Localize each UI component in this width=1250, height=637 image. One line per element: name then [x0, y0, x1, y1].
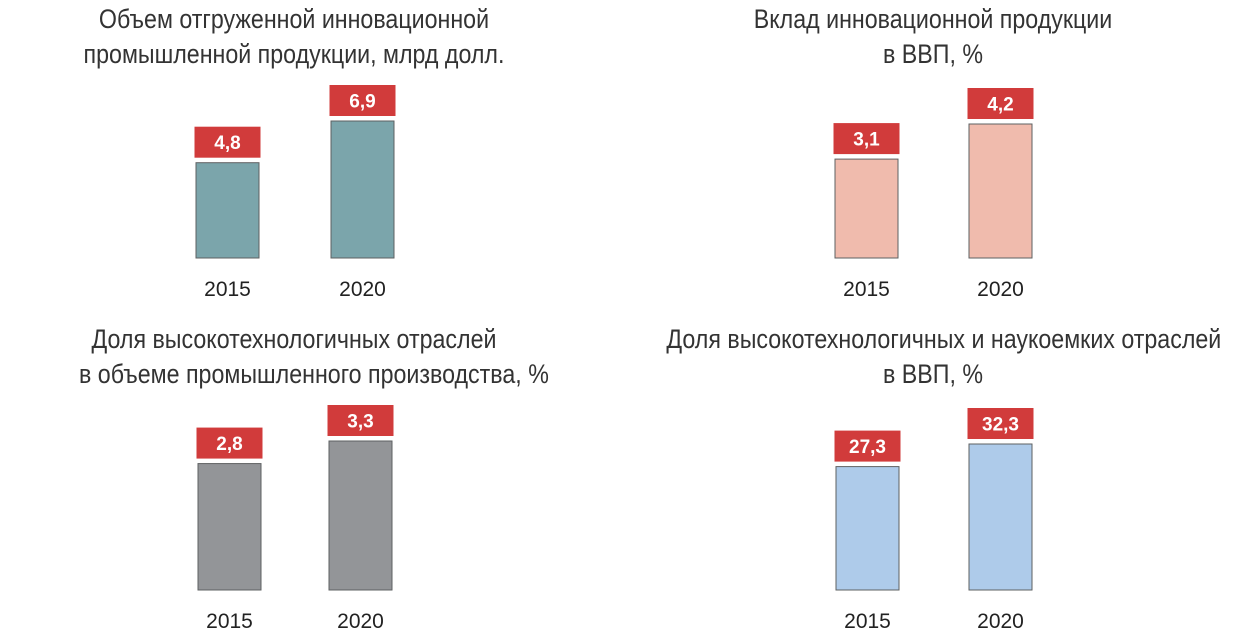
x-tick-label: 2015 [204, 278, 251, 301]
x-tick-label: 2015 [843, 278, 890, 301]
value-label-box [194, 126, 261, 158]
chart-title-line-2: в объеме промышленного производства, % [79, 359, 549, 389]
chart-title: Вклад инновационной продукции в ВВП, % [718, 2, 1148, 72]
value-label: 32,3 [982, 415, 1019, 436]
bar-2015 [197, 463, 262, 591]
bar-2015 [834, 158, 899, 259]
bar-2020 [968, 123, 1033, 259]
value-label-box [833, 123, 900, 155]
chart-title-line-1: Доля высокотехнологичных отраслей [91, 324, 497, 354]
x-tick-label: 2015 [844, 610, 891, 633]
value-label: 3,3 [347, 412, 373, 433]
chart-title-line-1: Доля высокотехнологичных и наукоемких от… [666, 324, 1222, 354]
x-tick-label: 2015 [206, 610, 253, 633]
value-label: 4,2 [987, 95, 1013, 116]
bar-2015 [835, 466, 900, 591]
x-tick-label: 2020 [977, 278, 1024, 301]
chart-title-line-2: промышленной продукции, млрд долл. [83, 39, 505, 69]
chart-title: Доля высокотехнологичных и наукоемких от… [666, 322, 1222, 392]
chart-title: Доля высокотехнологичных отраслей в объе… [79, 322, 549, 392]
bar-2020 [968, 443, 1033, 591]
chart-title: Объем отгруженной инновационной промышле… [79, 2, 509, 72]
x-tick-label: 2020 [337, 610, 384, 633]
value-label: 4,8 [214, 133, 240, 154]
value-label: 3,1 [853, 130, 880, 151]
value-label: 6,9 [349, 92, 375, 113]
value-label-box [834, 430, 901, 462]
value-label-box [967, 408, 1034, 439]
x-tick-label: 2020 [339, 278, 386, 301]
bar-2015 [195, 162, 260, 259]
value-label: 2,8 [216, 434, 242, 455]
x-tick-label: 2020 [977, 610, 1024, 633]
bar-2020 [328, 440, 393, 591]
value-label-box [327, 405, 394, 436]
chart-title-line-1: Объем отгруженной инновационной [98, 4, 490, 34]
chart-title-line-2: в ВВП, % [882, 359, 984, 389]
chart-title-line-2: в ВВП, % [882, 39, 984, 69]
value-label-box [967, 88, 1034, 119]
value-label-box [329, 85, 396, 116]
value-label: 27,3 [849, 437, 886, 458]
bar-2020 [330, 120, 395, 259]
chart-title-line-1: Вклад инновационной продукции [753, 4, 1113, 34]
value-label-box [196, 427, 263, 459]
